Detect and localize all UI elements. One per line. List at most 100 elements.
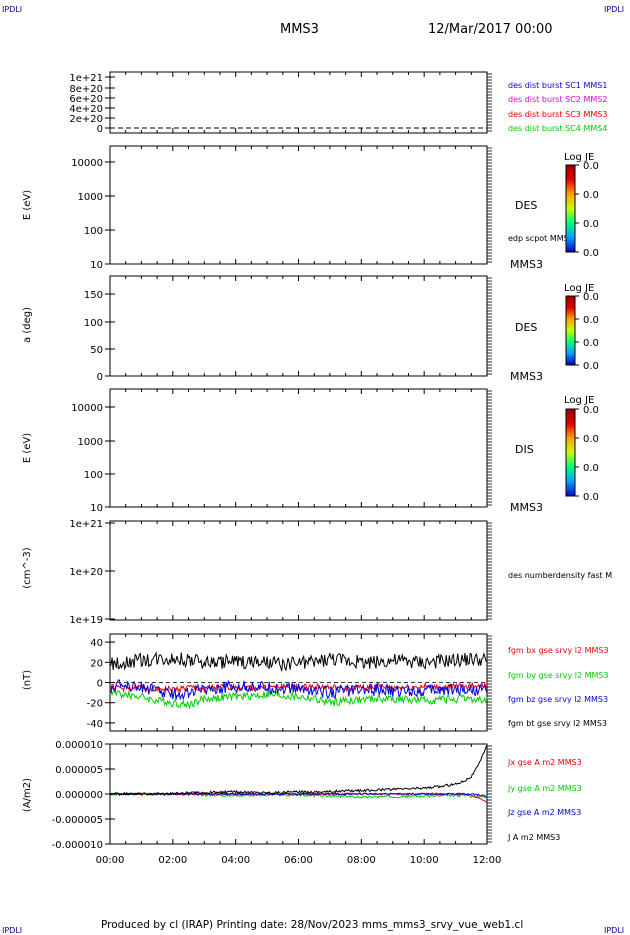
- y-tick-label-2: 50: [90, 345, 103, 356]
- y-tick-label-0: 8e+20: [69, 84, 103, 95]
- colorbar-tick-label-1: 0.0: [583, 219, 599, 230]
- y-tick-label-1: 1000: [78, 192, 103, 203]
- colorbar-tick-label-2: 0.0: [583, 315, 599, 326]
- plot-date: 12/Mar/2017 00:00: [428, 22, 553, 37]
- legend-entry-6: Jx gse A m2 MMS3: [507, 758, 582, 767]
- y-axis-label-1: E (eV): [22, 190, 33, 220]
- y-axis-label-3: E (eV): [22, 433, 33, 463]
- x-tick-label: 04:00: [221, 855, 250, 866]
- x-tick-label: 00:00: [96, 855, 125, 866]
- colorbar-1: [565, 164, 576, 253]
- x-tick-label: 12:00: [473, 855, 502, 866]
- y-tick-label-5: -40: [87, 719, 103, 730]
- colorbar-3: [565, 408, 576, 497]
- instrument-label-3: DIS: [515, 443, 534, 456]
- panel-frame-4: [109, 520, 488, 621]
- x-tick-label: 02:00: [158, 855, 187, 866]
- overlay-label-1: edp scpot MMS3: [508, 234, 574, 243]
- x-tick-label: 06:00: [284, 855, 313, 866]
- series-line-5-2: [109, 679, 488, 701]
- colorbar-tick-label-1: 0.0: [583, 161, 599, 172]
- legend-entry-0: des dist burst SC1 MMS1: [508, 81, 607, 90]
- y-tick-label-4: 1e+21: [69, 519, 103, 530]
- y-tick-label-3: 100: [84, 470, 103, 481]
- panel-frame-1: [109, 145, 488, 265]
- y-tick-label-0: 4e+20: [69, 104, 103, 115]
- y-tick-label-3: 10: [90, 503, 103, 514]
- footer-credit: Produced by cl (IRAP) Printing date: 28/…: [101, 919, 524, 931]
- y-tick-label-2: 0: [97, 372, 103, 383]
- y-tick-label-2: 150: [84, 290, 103, 301]
- y-tick-label-0: 2e+20: [69, 114, 103, 125]
- colorbar-tick-label-2: 0.0: [583, 361, 599, 372]
- y-axis-label-5: (nT): [22, 670, 33, 690]
- legend-entry-5: fgm bz gse srvy l2 MMS3: [508, 695, 608, 704]
- panel-frame-2: [109, 275, 488, 377]
- panel-frame-0: [109, 71, 488, 134]
- y-tick-label-3: 1000: [78, 437, 103, 448]
- colorbar-tick-label-2: 0.0: [583, 338, 599, 349]
- y-tick-label-6: -0.000005: [52, 815, 103, 826]
- y-tick-label-0: 6e+20: [69, 94, 103, 105]
- y-tick-label-5: -20: [87, 699, 103, 710]
- y-tick-label-6: 0.000000: [55, 790, 103, 801]
- spacecraft-title: MMS3: [280, 22, 319, 37]
- y-tick-label-0: 0: [97, 124, 103, 135]
- series-line-5-3: [109, 651, 488, 672]
- y-tick-label-4: 1e+20: [69, 567, 103, 578]
- corner-mark-bottom-right: IPDLI: [604, 926, 625, 935]
- colorbar-tick-label-3: 0.0: [583, 405, 599, 416]
- y-tick-label-5: 0: [97, 679, 103, 690]
- y-tick-label-1: 100: [84, 226, 103, 237]
- y-tick-label-3: 10000: [71, 403, 103, 414]
- series-line-6-3: [109, 744, 488, 797]
- instrument-label-1: DES: [515, 199, 537, 212]
- colorbar-tick-label-3: 0.0: [583, 463, 599, 474]
- y-axis-label-6: (A/m2): [22, 778, 33, 812]
- legend-entry-4: des numberdensity fast M: [508, 571, 612, 580]
- colorbar-tick-label-1: 0.0: [583, 248, 599, 259]
- corner-mark-bottom-left: IPDLI: [2, 926, 23, 935]
- colorbar-label-2: Log JE: [564, 283, 594, 294]
- colorbar-tick-label-1: 0.0: [583, 190, 599, 201]
- colorbar-tick-label-2: 0.0: [583, 292, 599, 303]
- legend-entry-6: Jy gse A m2 MMS3: [507, 784, 582, 793]
- colorbar-label-1: Log JE: [564, 152, 594, 163]
- y-tick-label-5: 40: [90, 638, 103, 649]
- legend-entry-0: des dist burst SC3 MMS3: [508, 110, 607, 119]
- series-line-6-2: [109, 792, 488, 797]
- x-tick-label: 10:00: [410, 855, 439, 866]
- y-tick-label-1: 10000: [71, 158, 103, 169]
- spacecraft-label-3: MMS3: [510, 501, 543, 514]
- corner-mark-top-right: IPDLI: [604, 5, 625, 14]
- y-tick-label-6: -0.000010: [52, 840, 103, 851]
- spacecraft-label-2: MMS3: [510, 370, 543, 383]
- legend-entry-0: des dist burst SC2 MMS2: [508, 95, 607, 104]
- legend-entry-5: fgm bt gse srvy l2 MMS3: [508, 719, 607, 728]
- legend-entry-6: Jz gse A m2 MMS3: [507, 808, 581, 817]
- colorbar-tick-label-3: 0.0: [583, 434, 599, 445]
- legend-entry-0: des dist burst SC4 MMS4: [508, 124, 607, 133]
- colorbar-2: [565, 295, 576, 366]
- series-line-5-1: [109, 690, 488, 710]
- y-tick-label-2: 100: [84, 318, 103, 329]
- legend-entry-6: J A m2 MMS3: [507, 833, 560, 842]
- y-axis-label-4: (cm^-3): [22, 547, 33, 588]
- instrument-label-2: DES: [515, 321, 537, 334]
- y-tick-label-0: 1e+21: [69, 73, 103, 84]
- y-tick-label-6: 0.000010: [55, 740, 103, 751]
- x-tick-label: 08:00: [347, 855, 376, 866]
- y-tick-label-4: 1e+19: [69, 615, 103, 626]
- spacecraft-label-1: MMS3: [510, 258, 543, 271]
- panel-frame-3: [109, 388, 488, 508]
- colorbar-label-3: Log JE: [564, 395, 594, 406]
- colorbar-tick-label-3: 0.0: [583, 492, 599, 503]
- legend-entry-5: fgm by gse srvy l2 MMS3: [508, 671, 609, 680]
- legend-entry-5: fgm bx gse srvy l2 MMS3: [508, 646, 609, 655]
- corner-mark-top-left: IPDLI: [2, 5, 23, 14]
- y-tick-label-1: 10: [90, 260, 103, 271]
- y-axis-label-2: a (deg): [22, 307, 33, 343]
- y-tick-label-5: 20: [90, 658, 103, 669]
- y-tick-label-6: 0.000005: [55, 765, 103, 776]
